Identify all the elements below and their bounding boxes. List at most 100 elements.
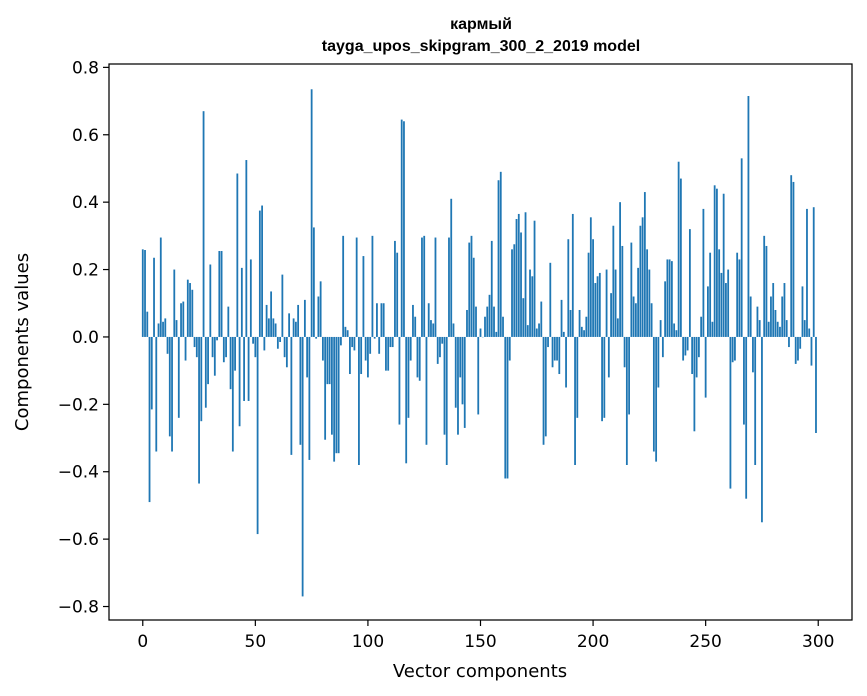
bar [531, 276, 534, 337]
bar [189, 283, 191, 337]
bar [655, 336, 658, 462]
bar-series [141, 89, 817, 597]
bar [770, 296, 772, 337]
bar [794, 336, 797, 364]
bar [652, 336, 655, 452]
x-tick-label: 50 [245, 632, 267, 652]
x-tick-label: 100 [352, 632, 384, 652]
bar [677, 161, 680, 337]
bar [716, 188, 718, 337]
bar [353, 336, 356, 351]
bar [776, 321, 779, 337]
y-tick-label: −0.2 [58, 395, 99, 415]
bar [297, 304, 300, 337]
bar [294, 321, 297, 337]
bar [711, 321, 714, 337]
bar [421, 237, 423, 337]
bar [810, 336, 813, 366]
bar [261, 205, 263, 337]
bar [614, 269, 617, 337]
bar [639, 225, 642, 337]
bar [745, 336, 748, 499]
bar [448, 237, 450, 337]
bar [342, 235, 345, 337]
bar [511, 249, 513, 337]
bar [252, 336, 254, 344]
bar [211, 336, 214, 358]
bar [592, 239, 594, 337]
bar [198, 336, 200, 484]
bar [646, 249, 649, 337]
bar [153, 257, 155, 337]
bar [358, 336, 360, 465]
bar [650, 303, 653, 337]
bar [229, 336, 232, 390]
bar [423, 235, 426, 337]
bar [587, 252, 590, 337]
bar [486, 306, 489, 337]
bar [367, 336, 369, 378]
bar [571, 213, 574, 337]
bar [526, 325, 529, 337]
bar [335, 336, 338, 454]
bar [544, 336, 547, 437]
bar [274, 323, 277, 337]
bar [171, 336, 173, 452]
bar [279, 336, 282, 342]
bar [774, 309, 777, 337]
bar [556, 336, 558, 361]
bar [328, 336, 331, 385]
bar [434, 237, 437, 337]
bar [700, 316, 703, 337]
x-axis-label: Vector components [393, 661, 567, 682]
bar [679, 178, 682, 337]
bar [630, 242, 633, 337]
bar [598, 272, 601, 337]
bar [574, 336, 576, 465]
bar [596, 276, 599, 337]
bar [616, 318, 619, 337]
bar [267, 318, 270, 337]
bar [463, 336, 466, 428]
bar [240, 267, 243, 337]
bar [141, 249, 144, 337]
bar [788, 336, 790, 348]
bar [625, 336, 628, 465]
bar [200, 336, 203, 422]
bar [673, 323, 676, 337]
bar [693, 336, 696, 432]
bar [317, 296, 320, 337]
bar [619, 202, 621, 337]
bar [209, 264, 212, 337]
bar [666, 259, 669, 337]
bar [790, 175, 793, 337]
bar [175, 320, 178, 337]
x-tick-label: 200 [577, 632, 609, 652]
bar [738, 259, 741, 337]
bar [258, 210, 261, 337]
bar [355, 237, 358, 337]
bar [497, 180, 500, 337]
bar [560, 299, 563, 337]
bar [743, 336, 745, 425]
bar [661, 336, 664, 358]
bar [364, 336, 367, 361]
bar [340, 336, 342, 346]
bar [488, 294, 491, 337]
bar [373, 336, 376, 339]
bar [803, 320, 806, 337]
bar [459, 336, 462, 378]
bar [164, 318, 167, 337]
bar [439, 336, 441, 358]
bar [468, 242, 471, 337]
bar [470, 235, 473, 337]
bar [443, 336, 446, 435]
bar [684, 336, 687, 356]
bar [727, 269, 730, 337]
bar [718, 249, 721, 337]
bar [612, 225, 615, 337]
bar [344, 326, 347, 337]
bar [310, 89, 313, 337]
bar [508, 336, 511, 361]
bar [713, 185, 716, 337]
